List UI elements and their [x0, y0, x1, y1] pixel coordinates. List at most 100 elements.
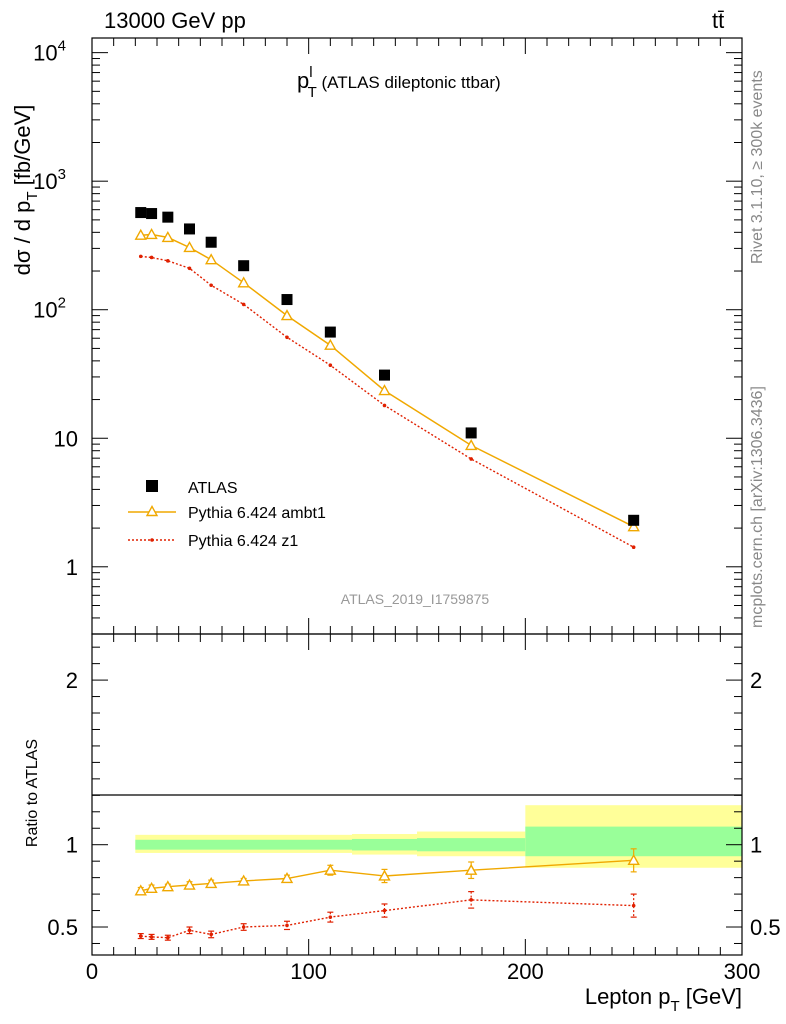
main-ytick-base: 10	[33, 169, 57, 194]
main-point-z1	[149, 255, 154, 260]
ratio-point-z1	[285, 923, 289, 928]
main-point-ambt1	[324, 338, 337, 350]
ratio-band-inner	[135, 839, 352, 850]
ratio-uncertainty-bands	[135, 805, 742, 868]
ratio-point-z1	[187, 928, 192, 933]
x-axis-title-sub: T	[670, 998, 679, 1015]
ratio-point-z1	[469, 898, 473, 902]
ratio-point-ambt1	[627, 853, 640, 866]
main-point-ambt1	[161, 231, 175, 243]
main-point-ambt1	[378, 384, 391, 396]
main-point-atlas	[184, 223, 195, 235]
ratio-point-ambt1	[280, 872, 294, 884]
main-ytick-label: 10	[54, 426, 78, 451]
header-right-title: tt̄	[712, 8, 724, 33]
ratio-point-ambt1	[204, 876, 218, 889]
y-axis-ratio-title: Ratio to ATLAS	[24, 739, 41, 847]
ratio-xtick-label: 0	[86, 959, 98, 984]
ratio-ytick-label-left: 2	[66, 668, 78, 693]
watermark: ATLAS_2019_I1759875	[341, 591, 490, 607]
ratio-xtick-label: 200	[507, 959, 544, 984]
plot-title: pl T (ATLAS dileptonic ttbar)	[297, 64, 501, 101]
main-point-ambt1	[280, 309, 294, 321]
ratio-band-inner	[417, 838, 526, 852]
legend-label-atlas: ATLAS	[188, 480, 238, 497]
ratio-ytick-label-right: 0.5	[750, 915, 781, 940]
main-line-z1	[140, 255, 635, 548]
main-ytick-label: 102	[33, 295, 66, 323]
ratio-point-z1	[149, 935, 154, 939]
main-point-z1	[241, 302, 246, 307]
plot-title-rest: (ATLAS dileptonic ttbar)	[317, 73, 501, 92]
main-point-z1	[209, 283, 213, 288]
ratio-ytick-label-right: 1	[750, 833, 762, 858]
ratio-point-z1	[382, 908, 387, 913]
main-point-z1	[631, 545, 636, 550]
main-series	[134, 207, 640, 550]
main-point-z1	[328, 363, 333, 368]
main-point-z1	[469, 457, 473, 461]
header-right-title-main: tt	[712, 8, 724, 33]
ratio-ytick-label-left: 0.5	[47, 915, 78, 940]
ratio-plot-frame	[91, 633, 743, 956]
main-point-atlas	[162, 211, 174, 223]
main-ytick-base: 10	[33, 41, 57, 66]
legend: ATLAS Pythia 6.424 ambt1 Pythia 6.424 z1	[128, 480, 326, 550]
legend-marker-ambt1	[145, 505, 159, 517]
ratio-series	[134, 848, 640, 941]
plot-title-p: p	[297, 68, 309, 93]
x-axis-title-part2: [GeV]	[680, 984, 742, 1009]
x-axis-title-part1: Lepton p	[585, 984, 671, 1009]
main-point-ambt1	[145, 228, 158, 240]
ratio-point-ambt1	[134, 884, 147, 896]
legend-marker-z1	[150, 538, 154, 542]
ratio-point-z1	[631, 903, 636, 908]
main-point-atlas	[628, 514, 640, 526]
main-point-ambt1	[464, 438, 478, 451]
main-point-atlas	[205, 236, 217, 248]
main-point-atlas	[465, 427, 477, 439]
main-ytick-exp: 3	[58, 166, 66, 183]
main-point-ambt1	[183, 241, 196, 253]
ratio-point-z1	[138, 934, 143, 938]
ratio-ytick-label-left: 1	[66, 833, 78, 858]
main-point-atlas	[238, 260, 250, 272]
ratio-point-ambt1	[161, 880, 175, 892]
ratio-ytick-label-right: 2	[750, 668, 762, 693]
ratio-xtick-label: 300	[724, 959, 761, 984]
ratio-point-ambt1	[378, 869, 391, 881]
main-point-atlas	[146, 208, 158, 220]
ratio-point-ambt1	[324, 863, 337, 875]
main-point-ambt1	[627, 520, 640, 532]
main-point-atlas	[379, 369, 390, 381]
main-point-z1	[285, 335, 289, 340]
main-ytick-label: 104	[33, 38, 66, 66]
main-ytick-exp: 2	[58, 295, 66, 312]
main-point-atlas	[324, 326, 336, 338]
main-point-ambt1	[204, 253, 218, 265]
main-point-atlas	[281, 294, 293, 306]
ratio-point-ambt1	[237, 874, 250, 886]
plot-title-sub: T	[308, 84, 317, 101]
main-point-z1	[166, 259, 170, 263]
ratio-point-ambt1	[145, 881, 158, 894]
ratio-point-z1	[328, 915, 333, 919]
plot-title-sup: l	[309, 64, 312, 81]
ratio-point-z1	[166, 935, 170, 940]
side-label-rivet: Rivet 3.1.10, ≥ 300k events	[749, 70, 766, 264]
legend-label-ambt1: Pythia 6.424 ambt1	[188, 505, 326, 522]
main-ytick-label: 1	[66, 555, 78, 580]
ratio-xtick-label: 100	[290, 959, 327, 984]
main-point-ambt1	[237, 276, 250, 288]
ratio-y-ticks: 0.5 0.5 1 1 2 2	[47, 646, 781, 944]
ratio-band-inner	[352, 838, 417, 851]
main-point-z1	[382, 403, 387, 408]
ratio-point-ambt1	[183, 878, 196, 890]
y-axis-main-title: dσ / d pT [fb/GeV]	[10, 105, 41, 276]
main-point-z1	[187, 266, 192, 271]
ratio-line-z1	[140, 899, 634, 939]
main-ytick-base: 10	[33, 298, 57, 323]
ratio-point-ambt1	[464, 863, 478, 875]
